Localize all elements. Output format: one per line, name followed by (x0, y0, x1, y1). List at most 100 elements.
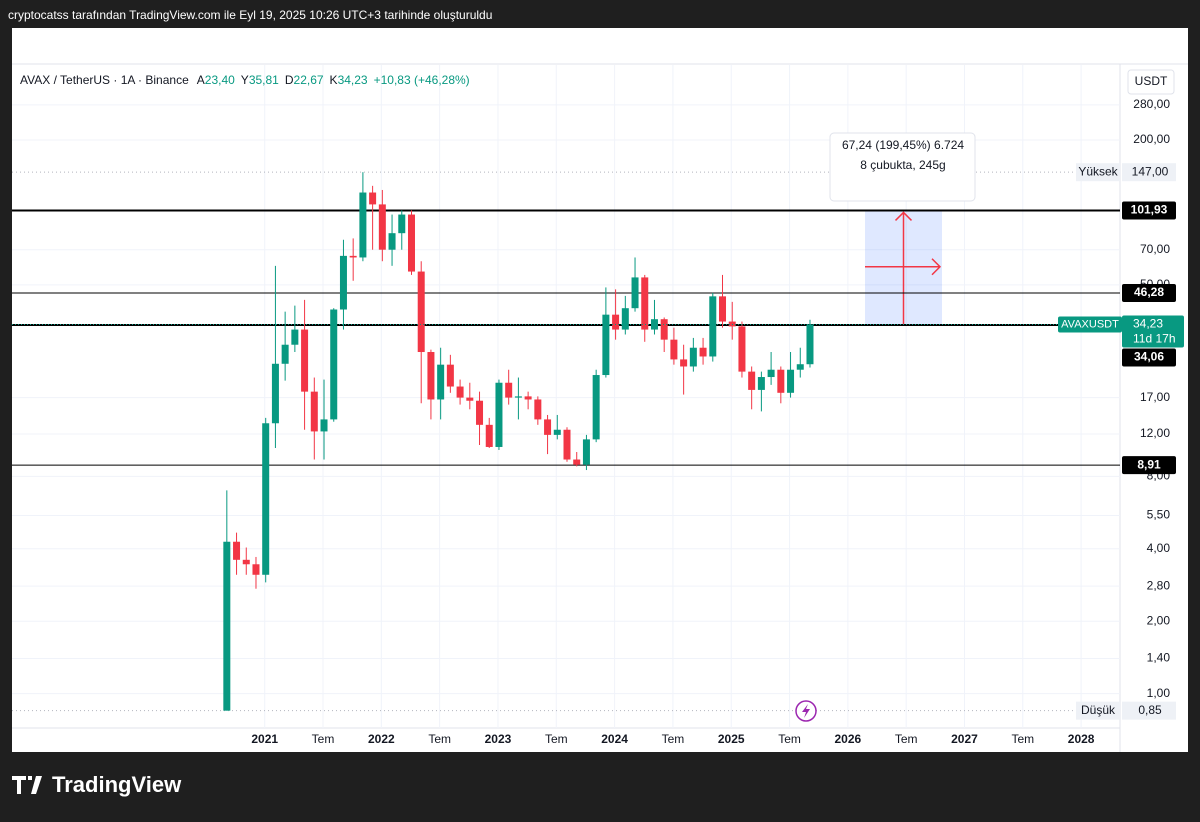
brand: TradingView (52, 772, 182, 797)
x-tick-label: Tem (428, 732, 451, 746)
candle-body (806, 324, 814, 365)
candle-body (573, 459, 581, 465)
candle-body (602, 314, 610, 376)
level-label-box (1122, 283, 1176, 302)
candle-body (592, 375, 600, 440)
ohlc-key: D (285, 73, 294, 87)
ohlc-key: K (330, 73, 338, 87)
candle-body (407, 214, 415, 272)
candle-body (738, 326, 746, 372)
candle-body (631, 277, 639, 309)
credit: cryptocatss tarafından TradingView.com i… (8, 8, 492, 22)
candle-body (680, 359, 688, 367)
y-tick-label: 5,50 (1147, 508, 1171, 522)
x-tick-label: 2022 (368, 732, 395, 746)
candle-body (476, 400, 484, 425)
candle-body (621, 308, 629, 330)
change: +10,83 (+46,28%) (374, 73, 470, 87)
candle-body (330, 309, 338, 420)
level-label: 101,93 (1131, 203, 1168, 217)
candle-body (524, 396, 532, 400)
candle-body (233, 541, 241, 560)
y-tick-label: 2,80 (1147, 578, 1171, 592)
candle-body (310, 391, 318, 432)
candle-body (466, 397, 474, 401)
x-tick-label: Tem (545, 732, 568, 746)
candle-body (670, 339, 678, 360)
y-tick-label: 4,00 (1147, 541, 1171, 555)
ohlc-value: 22,67 (294, 73, 324, 87)
candle-body (427, 352, 435, 400)
candle-body (437, 364, 445, 400)
candle-body (446, 364, 454, 387)
extreme-name-box (1076, 163, 1120, 182)
candle-body (495, 382, 503, 447)
measure-arrow-head (894, 211, 913, 221)
candle-body (485, 424, 493, 447)
events-bolt (802, 704, 810, 718)
candle-body (291, 329, 299, 345)
candle-body (252, 564, 260, 575)
candle-body (787, 369, 795, 393)
candle-body (719, 296, 727, 322)
candle-body (369, 192, 377, 205)
candle-body (398, 214, 406, 234)
candle-body (514, 396, 522, 398)
candle-body (301, 329, 309, 392)
extreme-value: 0,85 (1138, 703, 1162, 717)
candle-body (378, 204, 386, 250)
candle-body (320, 419, 328, 432)
last-price-box (1122, 315, 1184, 348)
currency-box[interactable] (1127, 69, 1175, 95)
last-price-value: 34,23 (1133, 317, 1163, 331)
level-label: 8,91 (1137, 457, 1161, 471)
brand-logo: TradingView (12, 772, 182, 797)
candle-body (689, 347, 697, 367)
ohlc-value: 23,40 (205, 73, 235, 87)
chart-panel (12, 28, 1188, 752)
x-tick-label: 2026 (835, 732, 862, 746)
last-price-symbol-box (1058, 316, 1122, 333)
candle-body (456, 386, 464, 398)
candle-body (262, 423, 270, 575)
candle-body (417, 271, 425, 353)
x-tick-label: 2024 (601, 732, 628, 746)
x-tick-label: Tem (895, 732, 918, 746)
candle-body (223, 541, 231, 711)
candle-body (582, 439, 590, 465)
x-tick-label: 2025 (718, 732, 745, 746)
candle-body (349, 255, 357, 258)
last-price-symbol: AVAXUSDT (1061, 318, 1119, 330)
candle-body (339, 255, 347, 310)
candle-body (271, 363, 279, 424)
candle-body (534, 399, 542, 420)
candle-body (699, 347, 707, 357)
x-tick-label: Tem (778, 732, 801, 746)
candle-body (553, 429, 561, 435)
x-tick-label: 2021 (251, 732, 278, 746)
y-tick-label: 12,00 (1140, 426, 1170, 440)
level-label-box (1122, 201, 1176, 220)
level-label-box (1122, 348, 1176, 367)
y-tick-label: 1,00 (1147, 686, 1171, 700)
y-tick-label: 200,00 (1133, 132, 1170, 146)
y-tick-label: 280,00 (1133, 97, 1170, 111)
candle-body (767, 369, 775, 378)
extreme-value: 147,00 (1132, 164, 1169, 178)
extreme-name: Düşük (1081, 703, 1116, 717)
level-label-box (1122, 456, 1176, 475)
candle-body (359, 192, 367, 258)
x-tick-label: Tem (312, 732, 335, 746)
y-tick-label: 17,00 (1140, 390, 1170, 404)
overlay: Yüksek 147,00 Düşük 0,85 67,24 (199,45%) 6.7… (829, 132, 1184, 720)
ohlc-key: Y (241, 73, 249, 87)
measure-arrow-head (931, 258, 942, 276)
extreme-value-box (1122, 163, 1176, 182)
candle-body (544, 419, 552, 435)
candle-body (709, 296, 717, 357)
grid: 280,00200,0070,0050,0017,0012,008,005,50… (12, 65, 1170, 746)
extreme-name-box (1076, 701, 1120, 720)
measure-bars: 8 çubukta, 245g (860, 158, 945, 172)
x-tick-label: Tem (1011, 732, 1034, 746)
